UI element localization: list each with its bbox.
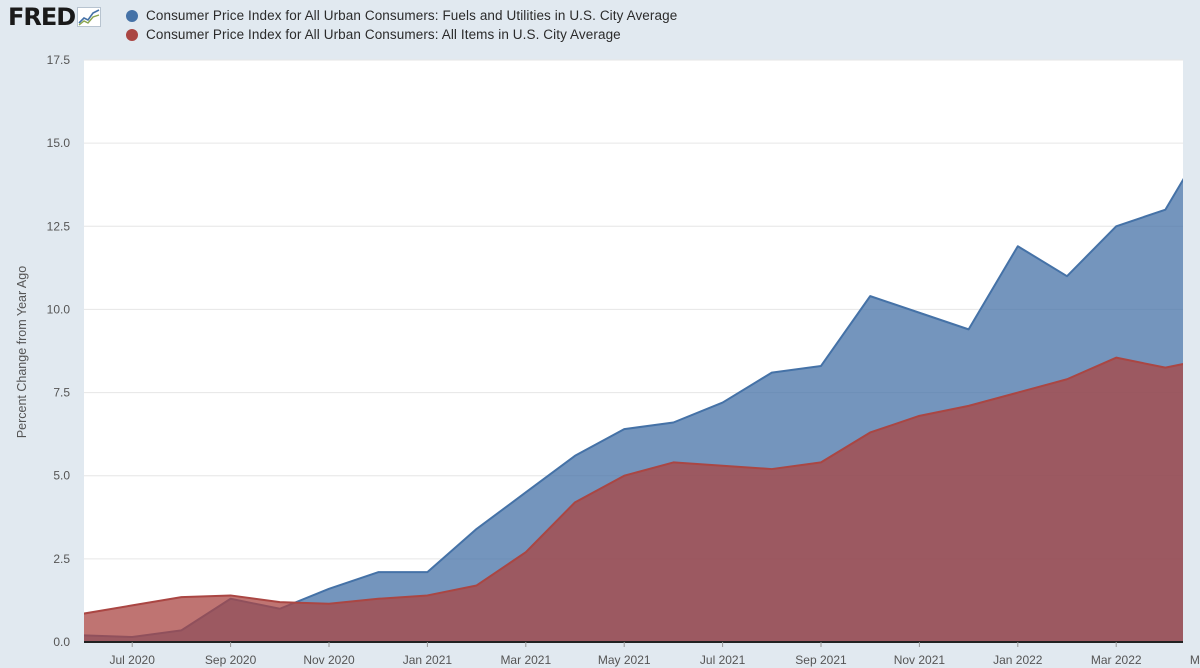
y-tick-label: 10.0 xyxy=(47,302,71,316)
line-all-items xyxy=(84,356,1183,615)
chart-legend: Consumer Price Index for All Urban Consu… xyxy=(126,6,677,44)
x-tick-label: Mar 2021 xyxy=(500,653,551,667)
y-tick-label: 15.0 xyxy=(47,136,71,150)
y-tick-label: 17.5 xyxy=(47,53,71,67)
legend-item-fuels-utilities[interactable]: Consumer Price Index for All Urban Consu… xyxy=(126,6,677,25)
x-tick-label: Nov 2021 xyxy=(894,653,946,667)
x-tick-label: May 2021 xyxy=(598,653,651,667)
area-all-items xyxy=(84,357,1183,642)
y-tick-label: 5.0 xyxy=(53,469,70,483)
series-group xyxy=(84,177,1183,642)
legend-item-all-items[interactable]: Consumer Price Index for All Urban Consu… xyxy=(126,25,677,44)
y-tick-label: 12.5 xyxy=(47,219,71,233)
x-tick-label: Sep 2020 xyxy=(205,653,257,667)
fred-logo-text: FRED xyxy=(8,3,76,31)
x-tick-label: Jan 2022 xyxy=(993,653,1043,667)
x-tick-label: Nov 2020 xyxy=(303,653,355,667)
legend-label-fuels-utilities: Consumer Price Index for All Urban Consu… xyxy=(146,8,678,23)
x-tick-label: Sep 2021 xyxy=(795,653,847,667)
x-tick-label: Jul 2020 xyxy=(110,653,156,667)
y-tick-label: 0.0 xyxy=(53,635,70,649)
x-tick-label: Jan 2021 xyxy=(403,653,453,667)
y-tick-label: 7.5 xyxy=(53,386,70,400)
fred-logo[interactable]: FRED xyxy=(8,3,102,31)
legend-label-all-items: Consumer Price Index for All Urban Consu… xyxy=(146,27,621,42)
legend-marker-all-items xyxy=(126,28,138,41)
fred-chart-icon xyxy=(77,7,102,27)
y-tick-label: 2.5 xyxy=(53,552,70,566)
x-tick-label: Mar 2022 xyxy=(1091,653,1142,667)
legend-marker-fuels-utilities xyxy=(126,9,138,22)
x-tick-label: May 20... xyxy=(1190,653,1200,667)
x-tick-label: Jul 2021 xyxy=(700,653,746,667)
